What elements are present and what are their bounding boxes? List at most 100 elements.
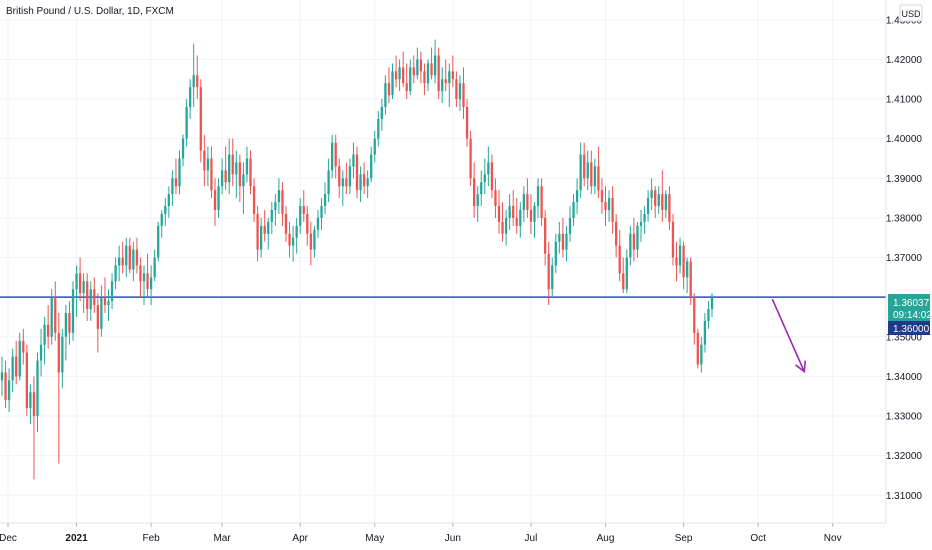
candle <box>441 67 444 104</box>
candle <box>490 154 494 199</box>
candle <box>263 209 266 242</box>
candle <box>181 134 185 167</box>
candle-body <box>604 202 607 210</box>
candle <box>224 146 227 191</box>
candle <box>323 182 327 214</box>
candle-body <box>64 313 68 337</box>
candle <box>281 182 284 226</box>
candle <box>217 178 220 218</box>
candle-body <box>118 257 121 266</box>
candle <box>480 170 483 207</box>
candle-body <box>508 206 511 218</box>
candle <box>611 186 614 234</box>
candle-body <box>160 213 163 226</box>
candle-body <box>206 158 210 171</box>
candle-body <box>519 209 522 226</box>
candle <box>50 289 53 345</box>
candle <box>256 206 259 262</box>
candle <box>331 134 334 179</box>
candle <box>18 332 21 381</box>
candle <box>270 202 273 234</box>
candle-body <box>384 83 387 107</box>
candle <box>487 146 490 187</box>
candle <box>199 79 202 163</box>
candle <box>284 206 288 242</box>
candle <box>437 47 440 100</box>
candle-body <box>423 71 426 84</box>
candle <box>696 328 699 369</box>
candle-body <box>146 273 149 290</box>
candle <box>469 130 472 187</box>
candle-body <box>359 174 362 191</box>
candle <box>675 241 678 282</box>
candle <box>32 376 36 480</box>
candle-body <box>607 198 611 210</box>
candle-body <box>260 225 263 250</box>
candle-body <box>476 194 479 207</box>
candle-body <box>110 281 114 302</box>
candle <box>402 51 405 88</box>
candle <box>551 257 554 298</box>
candle <box>362 162 366 195</box>
candle <box>678 237 682 274</box>
candle <box>118 245 121 282</box>
candle-body <box>313 229 316 250</box>
trend-arrow-shaft <box>771 298 806 372</box>
x-tick-label: Oct <box>750 533 766 544</box>
candle <box>380 99 383 131</box>
candle-body <box>583 154 586 179</box>
candle-body <box>68 313 71 333</box>
candle-body <box>703 320 707 345</box>
candle-body <box>171 178 174 195</box>
line-price-value: 1.36000 <box>893 324 930 335</box>
candle <box>22 328 25 365</box>
candle-body <box>515 217 518 226</box>
candle-body <box>462 83 465 107</box>
candle-body <box>565 233 568 250</box>
candle <box>448 63 451 107</box>
candle-body <box>89 289 92 310</box>
candle <box>455 71 458 107</box>
candle-body <box>441 79 444 92</box>
candle <box>7 368 11 413</box>
candle <box>686 257 689 294</box>
candle-body <box>693 297 696 333</box>
candle-body <box>682 245 685 278</box>
candle-body <box>153 257 156 278</box>
candle-body <box>139 265 142 282</box>
candle <box>682 241 685 290</box>
candle-body <box>629 233 632 258</box>
candle-body <box>295 225 298 238</box>
candle <box>632 217 636 262</box>
candle-body <box>189 87 192 107</box>
candle <box>639 209 643 242</box>
candle <box>249 150 252 195</box>
candle <box>313 225 316 258</box>
candle <box>192 43 195 107</box>
candle-body <box>625 257 628 290</box>
candle-body <box>487 162 490 175</box>
candle <box>561 217 565 258</box>
candle <box>544 209 547 266</box>
candle-body <box>345 178 348 187</box>
candle-body <box>47 324 50 337</box>
candle <box>377 110 380 147</box>
candle <box>213 178 217 226</box>
candle-body <box>650 190 653 199</box>
candle-body <box>121 257 124 266</box>
y-tick-label: 1.34000 <box>886 372 923 383</box>
candle-body <box>437 55 440 92</box>
candle <box>39 328 43 377</box>
candle-body <box>291 237 295 246</box>
y-tick-label: 1.33000 <box>886 412 923 423</box>
candle-body <box>618 245 621 274</box>
candle <box>228 138 231 195</box>
candle-body <box>686 261 689 278</box>
candle <box>242 162 245 214</box>
candle-body <box>252 186 256 214</box>
candle <box>604 186 607 226</box>
chart-title: British Pound / U.S. Dollar, 1D, FXCM <box>6 6 174 17</box>
currency-badge[interactable] <box>899 4 923 22</box>
